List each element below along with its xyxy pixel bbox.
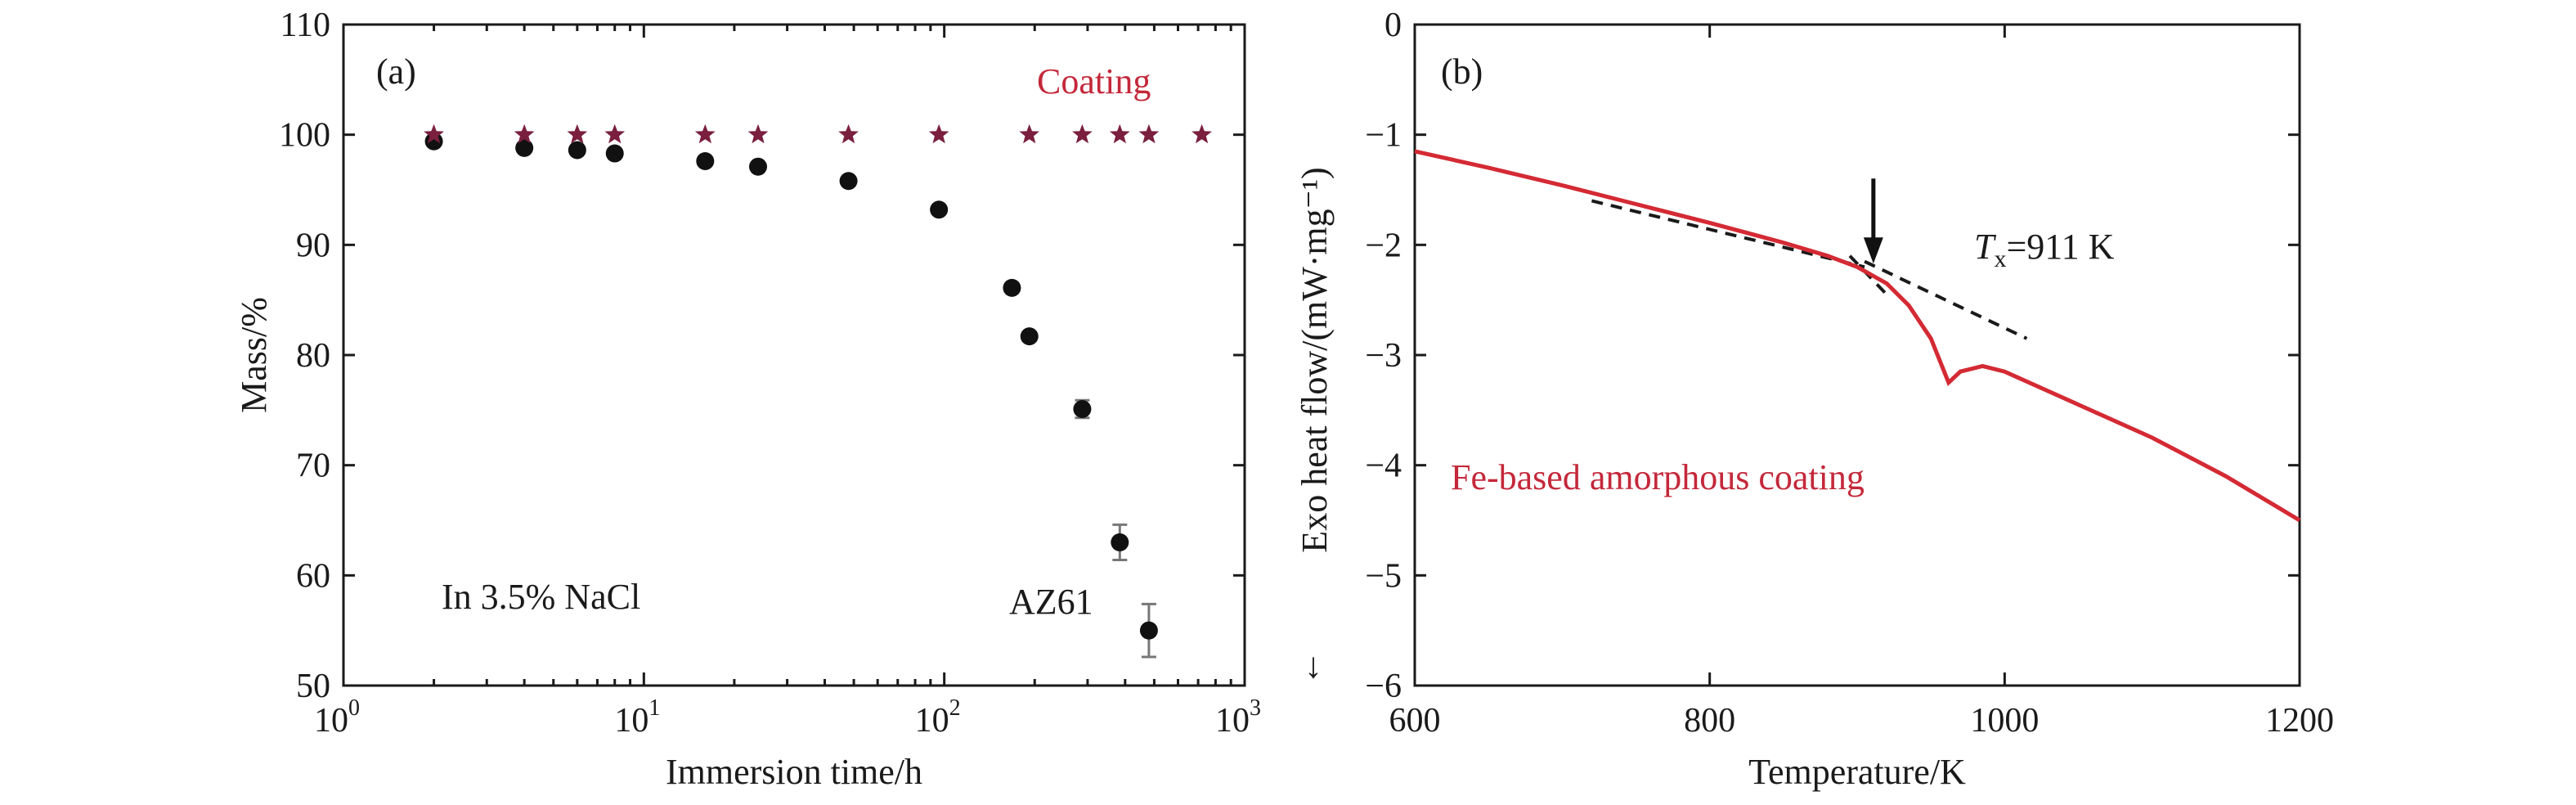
panel-b-y-axis-arrow: ↓: [1304, 645, 1322, 686]
coating-point: [694, 124, 716, 144]
az61-point: [1139, 621, 1158, 640]
coating-point: [1019, 124, 1040, 144]
panel-a-substrate-label: AZ61: [1009, 582, 1093, 622]
coating-point: [1109, 124, 1130, 144]
panel-b-x-ticks: 600 800 1000 1200: [1389, 25, 2334, 740]
az61-point: [1111, 533, 1129, 551]
coating-point: [928, 124, 949, 144]
panel-a-mass-chart: (a) 50 60 70 80 90 100 110 100 101 102 103 Mass/%…: [234, 7, 1261, 792]
coating-point: [567, 124, 588, 144]
az61-point: [515, 138, 534, 157]
panel-b-dsc-chart: (b) 0 −1 −2 −3 −4 −5 −6 600 800 1000 1200 Exo hea…: [1295, 7, 2334, 792]
az61-point: [748, 157, 767, 176]
panel-b-tangent-line: [1591, 199, 1865, 269]
panel-a-y-tick-label: 70: [296, 447, 330, 485]
coating-point: [1192, 124, 1212, 144]
panel-b-y-axis-label-group: Exo heat flow/(mW·mg⁻¹): [1295, 167, 1335, 552]
panel-b-y-tick-label: −6: [1365, 668, 1402, 705]
panel-a-markers: [424, 124, 1212, 659]
panel-b-y-tick-label: −4: [1365, 447, 1402, 485]
az61-point: [1020, 327, 1039, 346]
panel-b-y-tick-label: −2: [1365, 227, 1402, 264]
az61-point: [839, 172, 858, 191]
panel-a-x-axis-label: Immersion time/h: [666, 752, 922, 792]
panel-b-x-tick-label: 800: [1684, 702, 1735, 740]
az61-point: [1073, 399, 1092, 418]
az61-point: [696, 151, 715, 170]
panel-a-y-tick-label: 110: [280, 7, 330, 44]
panel-a-y-tick-label: 90: [296, 227, 330, 264]
coating-point: [514, 124, 535, 144]
panel-b-tx-arrow: [1863, 178, 1883, 264]
panel-b-y-tick-label: −5: [1365, 557, 1402, 595]
panel-b-curve-label: Fe-based amorphous coating: [1451, 457, 1865, 497]
panel-a-y-tick-label: 60: [296, 557, 330, 595]
panel-b-tx-annotation: Tx=911 K: [1974, 227, 2115, 272]
panel-a-x-tick-label: 103: [1215, 695, 1261, 740]
panel-b-x-tick-label: 600: [1389, 702, 1441, 740]
coating-point: [1138, 124, 1160, 144]
panel-b-x-axis-label: Temperature/K: [1748, 752, 1966, 792]
coating-point: [1072, 124, 1093, 144]
panel-b-tag: (b): [1441, 52, 1483, 92]
panel-a-tag: (a): [376, 52, 416, 92]
coating-point: [424, 124, 444, 144]
panel-b-y-ticks: 0 −1 −2 −3 −4 −5 −6: [1365, 7, 2300, 705]
panel-a-coating-label: Coating: [1037, 61, 1151, 101]
panel-a-y-ticks: 50 60 70 80 90 100 110: [279, 7, 1245, 705]
panel-a-y-tick-label: 50: [296, 668, 330, 705]
panel-b-y-tick-label: 0: [1384, 7, 1402, 44]
panel-b-y-tick-label: −1: [1365, 117, 1402, 155]
panel-a-x-tick-label: 100: [314, 695, 360, 740]
panel-b-tangent-lines: [1591, 199, 2028, 340]
coating-point: [838, 124, 859, 144]
panel-b-frame: [1413, 23, 2301, 687]
panel-b-tangent-line: [1864, 259, 2028, 340]
panel-b-x-tick-label: 1000: [1970, 702, 2039, 740]
panel-a-solution-label: In 3.5% NaCl: [442, 577, 640, 617]
panel-b-dsc-curve: [1414, 149, 2301, 523]
coating-point: [604, 124, 626, 144]
az61-point: [930, 200, 949, 219]
panel-a-x-tick-label: 102: [915, 695, 961, 740]
az61-point: [605, 144, 624, 163]
panel-b-x-tick-label: 1200: [2265, 702, 2334, 740]
panel-a-y-axis-label: Mass/%: [234, 297, 274, 413]
panel-b-y-axis-label: Exo heat flow/(mW·mg⁻¹): [1295, 167, 1335, 552]
panel-a-y-tick-label: 100: [279, 117, 330, 155]
panel-a-x-tick-label: 101: [614, 695, 660, 740]
panel-b-y-tick-label: −3: [1365, 337, 1402, 375]
az61-point: [568, 141, 586, 160]
coating-point: [747, 124, 769, 144]
panel-a-x-ticks: 100 101 102 103: [314, 25, 1261, 740]
az61-point: [1003, 278, 1021, 297]
panel-a-y-tick-label: 80: [296, 337, 330, 375]
